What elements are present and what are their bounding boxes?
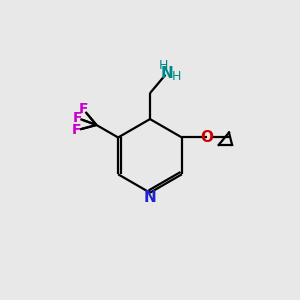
Text: H: H [158,59,168,72]
Text: F: F [72,111,82,125]
Text: N: N [144,190,156,205]
Text: O: O [200,130,213,145]
Text: N: N [160,66,173,81]
Text: H: H [172,70,182,83]
Text: F: F [72,123,81,137]
Text: F: F [79,102,88,116]
